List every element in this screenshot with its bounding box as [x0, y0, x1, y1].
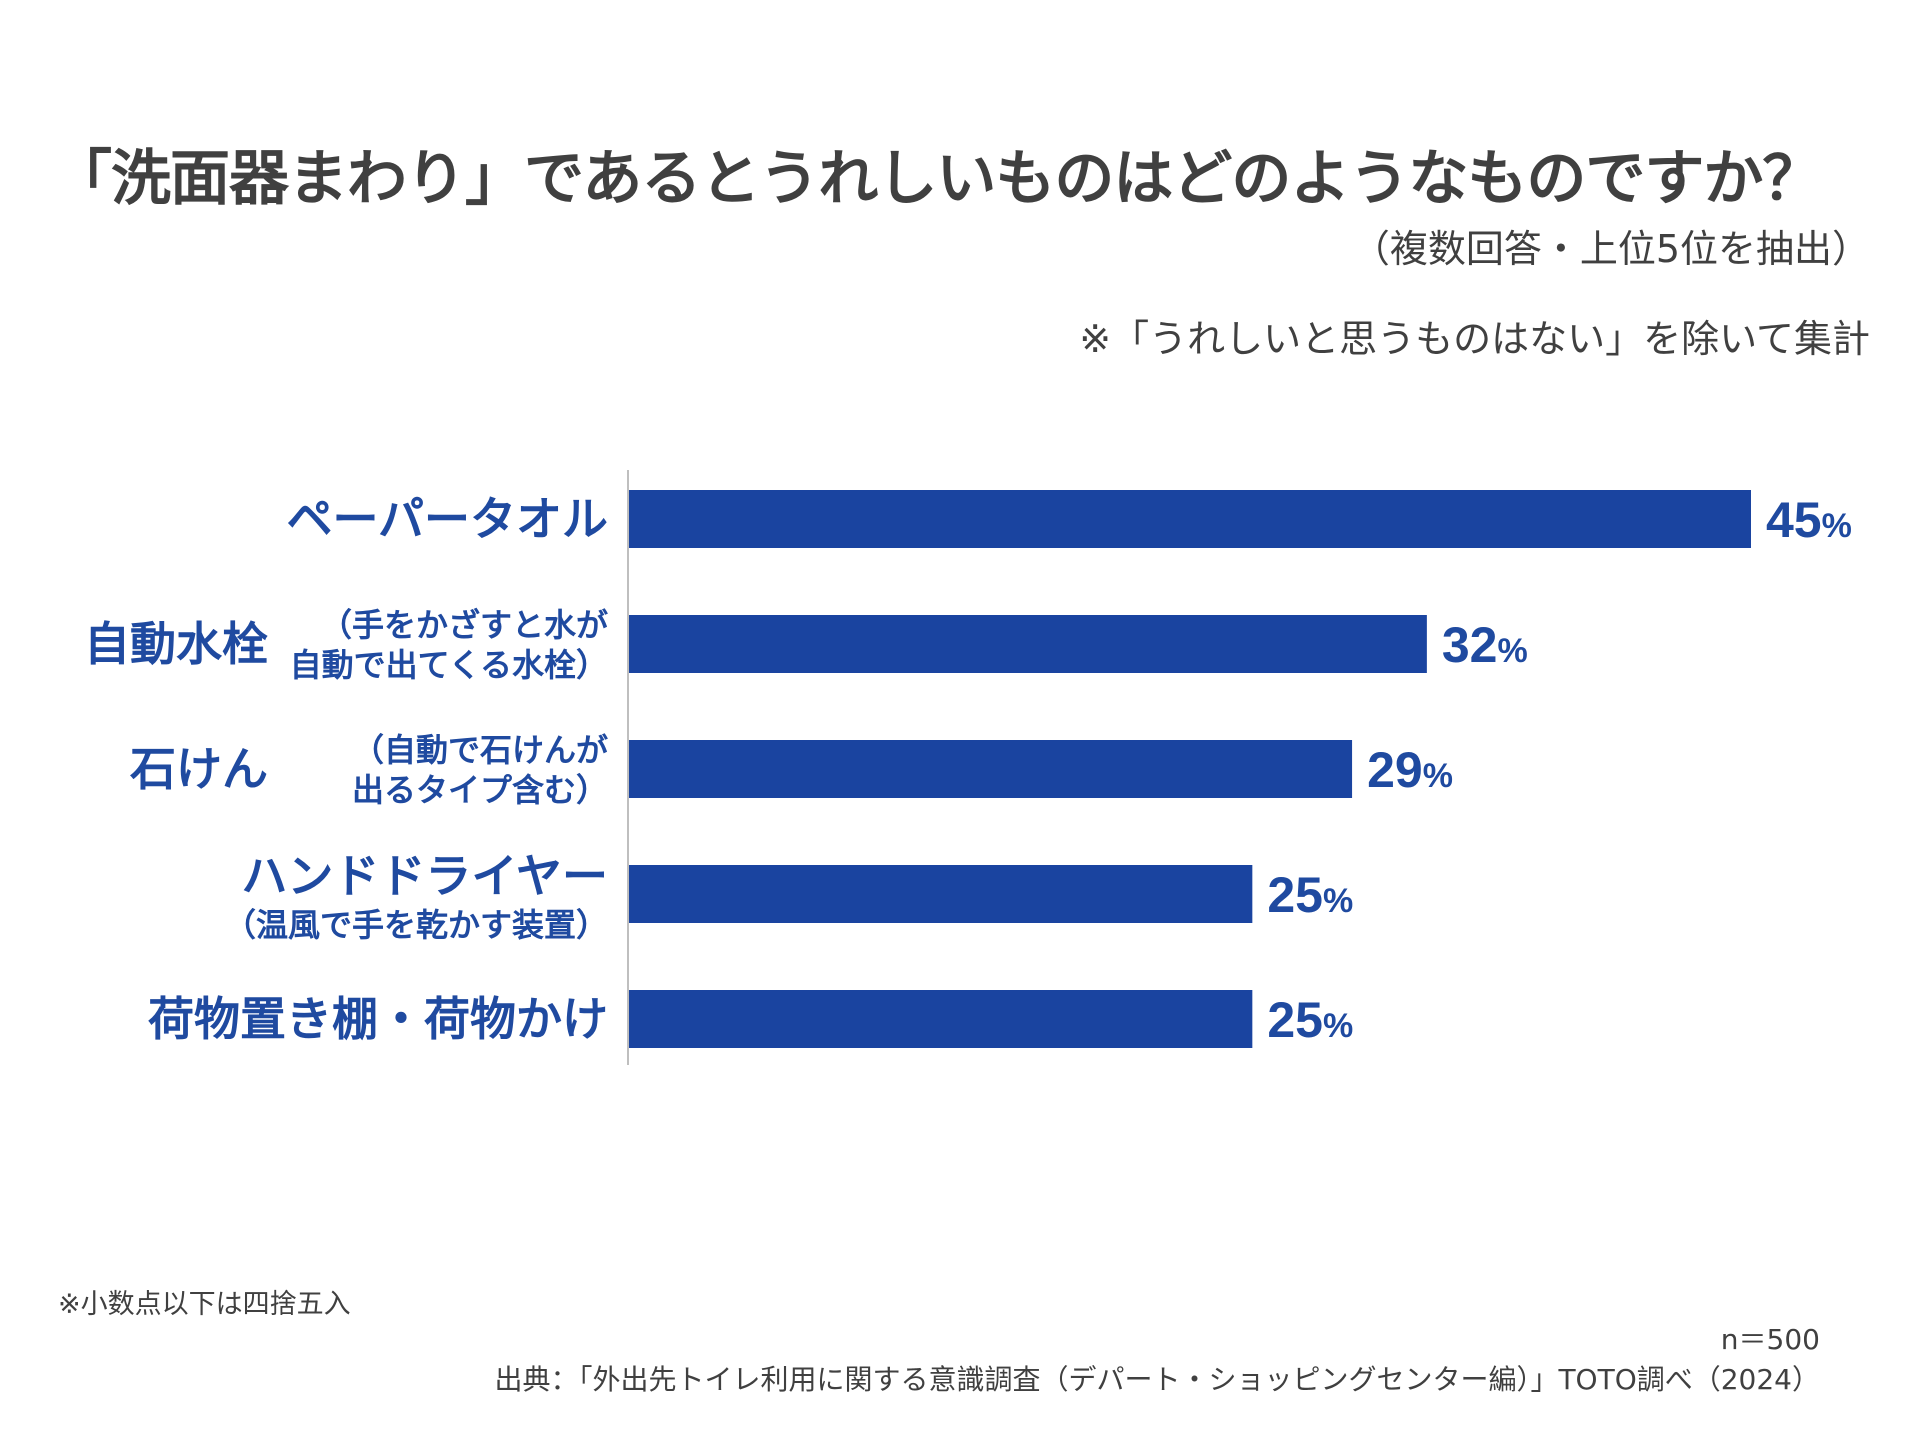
bar-2: [629, 740, 1353, 798]
bar-1: [629, 615, 1427, 673]
bar-0: [629, 490, 1751, 548]
value-label-4: 25%: [1267, 992, 1353, 1048]
sample-size: n＝500: [1720, 1323, 1820, 1356]
bar-3: [629, 865, 1253, 923]
category-sublabel-1-b: 自動で出てくる水栓）: [290, 646, 608, 684]
aggregation-note: ※「うれしいと思うものはない」を除いて集計: [1079, 317, 1870, 361]
category-label-1: 自動水栓: [84, 617, 268, 671]
category-label-4: 荷物置き棚・荷物かけ: [148, 992, 608, 1046]
rounding-footnote: ※小数点以下は四捨五入: [58, 1289, 351, 1320]
chart-subtitle: （複数回答・上位5位を抽出）: [1351, 227, 1870, 271]
value-label-2: 29%: [1367, 742, 1453, 798]
category-label-3: ハンドドライヤー: [241, 849, 608, 903]
chart-title: 「洗面器まわり」であるとうれしいものはどのようなものですか？: [52, 144, 1822, 214]
value-label-3: 25%: [1267, 867, 1353, 923]
category-sublabel-1-a: （手をかざすと水が: [320, 606, 608, 644]
category-sublabel-2-a: （自動で石けんが: [352, 731, 608, 769]
category-sublabel-3: （温風で手を乾かす装置）: [224, 906, 608, 944]
value-label-1: 32%: [1442, 617, 1528, 673]
source-citation: 出典：「外出先トイレ利用に関する意識調査（デパート・ショッピングセンター編）」T…: [494, 1363, 1820, 1396]
category-label-0: ペーパータオル: [286, 492, 608, 546]
bar-4: [629, 990, 1253, 1048]
category-label-2: 石けん: [130, 742, 268, 796]
value-label-0: 45%: [1766, 492, 1852, 548]
category-sublabel-2-b: 出るタイプ含む）: [352, 771, 608, 809]
